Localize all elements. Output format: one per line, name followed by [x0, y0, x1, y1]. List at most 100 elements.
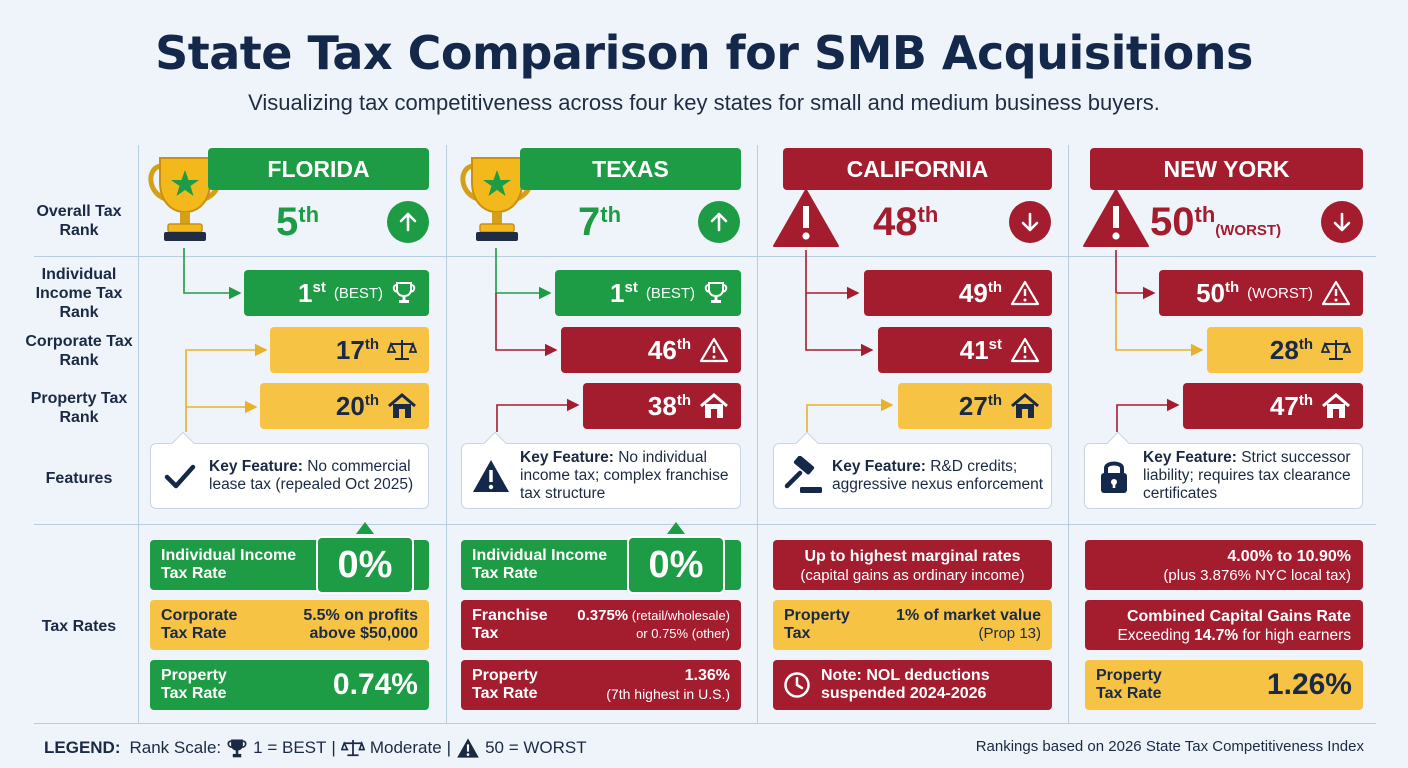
rank-number: 7 [578, 200, 601, 244]
warning-icon [1010, 337, 1040, 363]
capital-gains-rate: Combined Capital Gains Rate Exceeding 14… [1085, 600, 1363, 650]
rate-value: 5.5% on profits above $50,000 [303, 607, 418, 643]
warning-icon [699, 337, 729, 363]
rank-number: 5 [276, 200, 299, 244]
rank-suffix: th [364, 391, 379, 409]
state-name: TEXAS [592, 155, 669, 182]
rank-value: 49th [959, 278, 1002, 309]
rate-label: Property Tax Rate [1096, 667, 1162, 703]
key-feature-desc: No commercial lease tax (repealed Oct 20… [209, 458, 414, 493]
row-label-property: Property Tax Rank [30, 390, 128, 426]
rank-tag: (BEST) [333, 284, 383, 302]
legend-scale-label: Rank Scale: [129, 738, 222, 757]
state-banner-california: CALIFORNIA [783, 148, 1052, 190]
rank-suffix: th [364, 335, 379, 353]
source-note: Rankings based on 2026 State Tax Competi… [975, 738, 1364, 755]
rank-tag: (WORST) [1247, 284, 1313, 302]
rate-value-line: Exceeding 14.7% for high earners [1117, 626, 1351, 645]
rank-number: 1 [298, 277, 313, 308]
rank-suffix: th [676, 335, 691, 353]
property-rate: Property Tax Rate 1.26% [1085, 660, 1363, 710]
card-pointer [795, 431, 819, 455]
rank-number: 38 [647, 390, 677, 421]
row-label-corporate: Corporate Tax Rank [25, 333, 133, 369]
corporate-rank-pill: 17th [270, 327, 429, 373]
trophy-icon [226, 737, 248, 759]
grid-divider [1068, 145, 1069, 723]
key-feature-text: Key Feature: No commercial lease tax (re… [209, 458, 428, 494]
key-feature-card: Key Feature: No commercial lease tax (re… [150, 431, 429, 509]
corporate-rank-pill: 46th [561, 327, 741, 373]
rank-tag: (WORST) [1215, 222, 1282, 239]
rate-value-line: 0.375% (retail/wholesale) [577, 607, 730, 625]
rate-value-line: Up to highest marginal rates [804, 548, 1021, 565]
house-icon [699, 392, 729, 420]
rank-tag: (BEST) [645, 284, 695, 302]
rank-suffix: th [1225, 278, 1240, 296]
card-pointer [1106, 431, 1130, 455]
rank-suffix: st [624, 278, 638, 296]
rate-value: 4.00% to 10.90% (plus 3.876% NYC local t… [1163, 547, 1351, 585]
rate-label: Individual Income Tax Rate [472, 547, 607, 583]
key-feature-text: Key Feature: Strict successor liability;… [1143, 449, 1362, 503]
key-feature-label: Key Feature: [520, 449, 614, 466]
property-rate: Property Tax 1% of market value (Prop 13) [773, 600, 1052, 650]
rate-label-line: Tax Rate [161, 565, 227, 582]
house-icon [1010, 392, 1040, 420]
state-banner-texas: TEXAS [520, 148, 741, 190]
rate-value: 1.26% [1266, 668, 1352, 701]
checkmark-icon [151, 459, 209, 493]
note-line: Note: NOL deductions [821, 667, 990, 684]
rate-label: Property Tax [784, 607, 850, 643]
callout-pointer [356, 522, 374, 534]
property-rank-pill: 20th [260, 383, 429, 429]
rate-label: Franchise Tax [472, 607, 548, 643]
card-pointer [171, 431, 195, 455]
rate-label-line: Property [161, 667, 227, 684]
rank-value: 20th [336, 391, 379, 422]
state-name: FLORIDA [267, 155, 370, 182]
property-rank-pill: 47th [1183, 383, 1363, 429]
key-feature-text: Key Feature: R&D credits; aggressive nex… [832, 458, 1051, 494]
warning-icon [772, 188, 840, 248]
scale-icon [1321, 337, 1351, 363]
grid-divider [446, 145, 447, 723]
rate-value-line: (7th highest in U.S.) [606, 686, 730, 702]
rank-suffix: st [312, 278, 326, 296]
house-icon [1321, 392, 1351, 420]
rank-number: 17 [335, 334, 365, 365]
rate-value: 0.375% (retail/wholesale) or 0.75% (othe… [577, 607, 730, 643]
rank-suffix: th [987, 391, 1002, 409]
grid-divider [34, 524, 1376, 525]
rank-number: 27 [958, 390, 988, 421]
rate-label: Individual Income Tax Rate [161, 547, 296, 583]
note-text: Note: NOL deductions suspended 2024-2026 [821, 667, 990, 703]
rank-suffix: th [987, 278, 1002, 296]
rate-label-line: Property [784, 607, 850, 624]
rank-value: 50th [1196, 278, 1239, 309]
rank-suffix: th [298, 202, 320, 227]
gavel-icon [774, 456, 832, 496]
overall-rank: 50th(WORST) [1150, 200, 1281, 245]
rank-value: 38th [648, 391, 691, 422]
rate-label-line: Tax Rate [472, 685, 538, 702]
rate-label-line: Individual Income [472, 547, 608, 564]
rate-label-line: Tax Rate [1096, 685, 1162, 702]
overall-rank: 5th [276, 200, 319, 245]
callout-pointer [667, 522, 685, 534]
rank-number: 1 [610, 277, 625, 308]
legend-best: 1 = BEST [253, 738, 327, 757]
rank-value: 47th [1270, 391, 1313, 422]
individual-rank-pill: 49th [864, 270, 1052, 316]
arrow-down-icon [1321, 201, 1363, 243]
rank-value: 46th [648, 335, 691, 366]
warning-icon [462, 458, 520, 494]
key-feature-card: Key Feature: R&D credits; aggressive nex… [773, 431, 1052, 509]
rate-label-line: Individual Income [161, 547, 297, 564]
capgains-rate: 14.7% [1194, 627, 1239, 644]
rank-number: 20 [335, 390, 365, 421]
rate-value: 1.36% (7th highest in U.S.) [606, 667, 730, 703]
legend-label: LEGEND: [44, 738, 121, 757]
rate-value: Combined Capital Gains Rate Exceeding 14… [1117, 607, 1351, 645]
franchise-tax-rate: Franchise Tax 0.375% (retail/wholesale) o… [461, 600, 741, 650]
